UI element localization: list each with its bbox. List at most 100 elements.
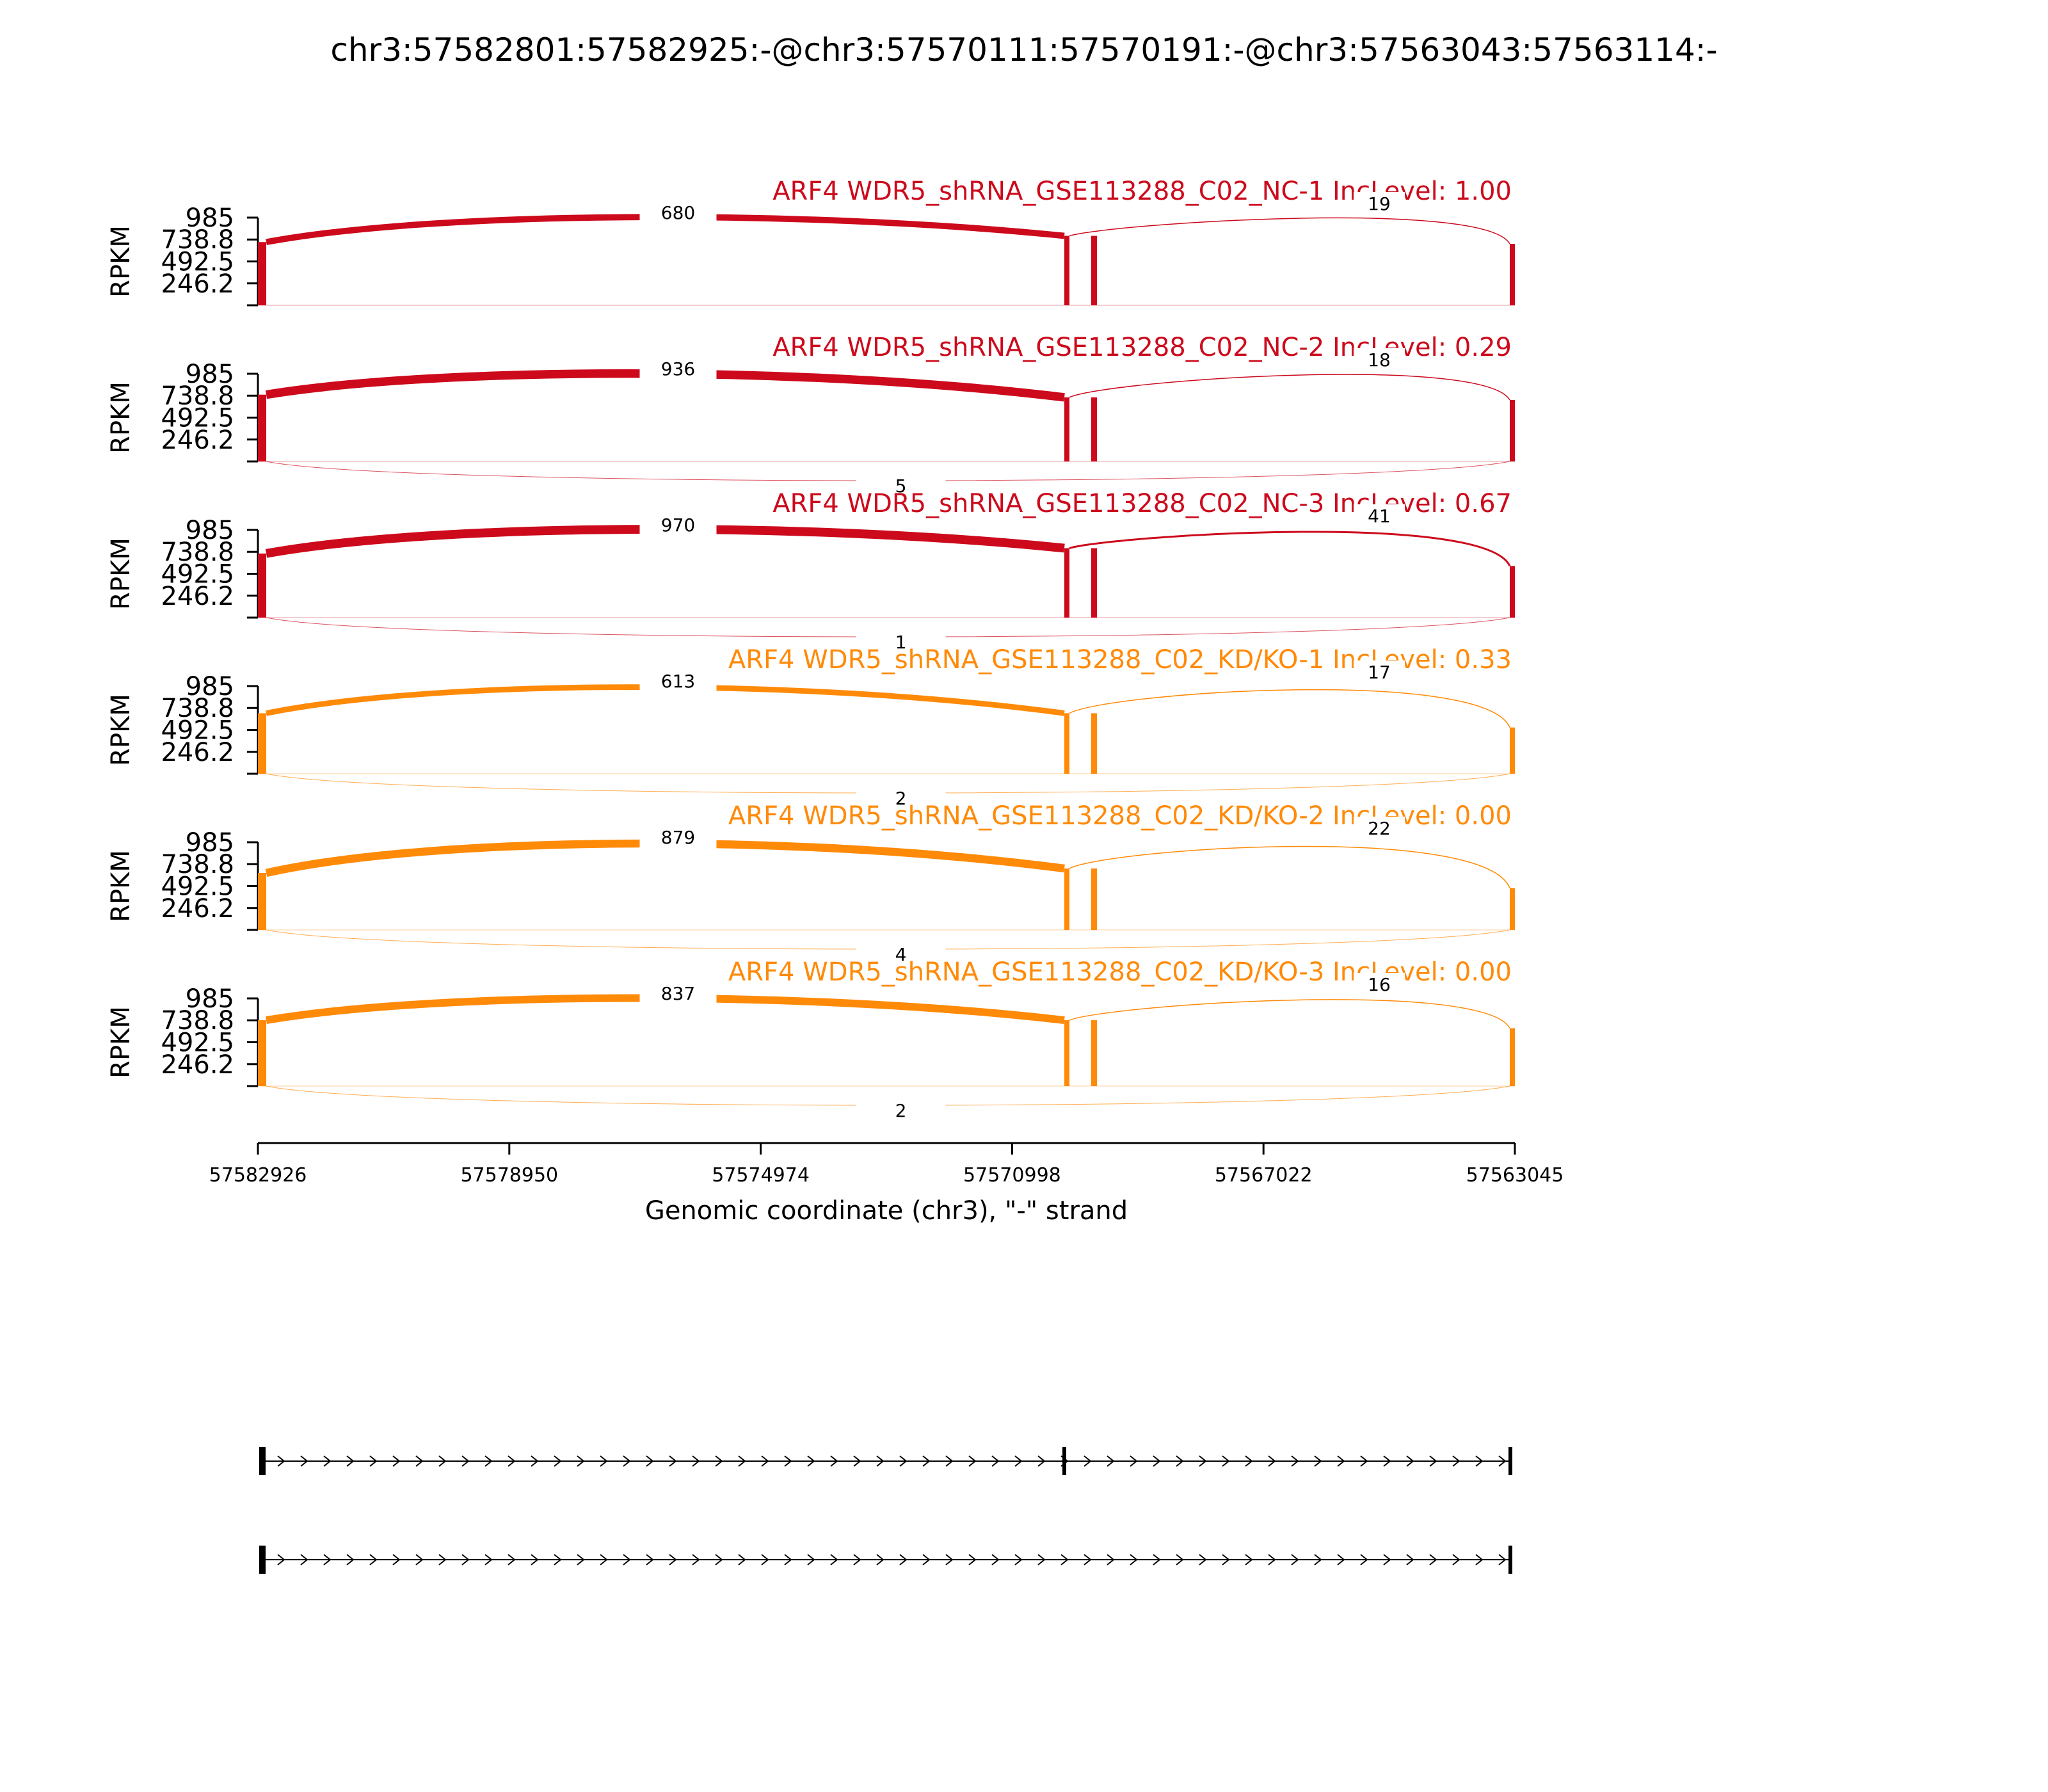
strand-arrow [738, 1554, 746, 1565]
junction-count-upstream-target: 680 [661, 202, 695, 223]
strand-arrow [646, 1455, 654, 1467]
strand-arrow [669, 1455, 677, 1467]
strand-arrow [300, 1554, 308, 1565]
strand-arrow [1291, 1455, 1299, 1467]
strand-arrow [392, 1554, 401, 1565]
coverage-downstream-exon [1510, 1028, 1515, 1086]
strand-arrow [461, 1455, 470, 1467]
strand-arrow [1084, 1554, 1092, 1565]
strand-arrow [876, 1455, 884, 1467]
strand-arrow [277, 1554, 285, 1565]
coverage-downstream-exon [1510, 566, 1515, 618]
y-tick-label: 492.5 [161, 248, 234, 277]
junction-arc-target-downstream [1069, 999, 1510, 1028]
strand-arrow [415, 1455, 424, 1467]
strand-arrow [715, 1455, 723, 1467]
y-tick-label: 738.8 [161, 694, 234, 723]
y-axis-label: RPKM [106, 694, 136, 766]
strand-arrow [1452, 1455, 1460, 1467]
strand-arrow [876, 1554, 884, 1565]
strand-arrow [807, 1455, 815, 1467]
junction-label-bg [1354, 817, 1405, 840]
coverage-upstream-exon [258, 242, 266, 305]
junction-arc-upstream-target [265, 369, 1065, 402]
sample-panels: ARF4 WDR5_shRNA_GSE113288_C02_NC-1 IncLe… [106, 177, 1515, 1122]
isoform-track [259, 1546, 1512, 1574]
y-tick-label: 985 [186, 516, 234, 545]
coverage-upstream-exon [258, 872, 266, 930]
strand-arrow [1291, 1554, 1299, 1565]
strand-arrow [392, 1455, 401, 1467]
strand-arrow [807, 1554, 815, 1565]
strand-arrow [484, 1455, 493, 1467]
strand-arrow [1037, 1554, 1046, 1565]
y-tick-label: 985 [186, 984, 234, 1014]
coverage-target-exon [1064, 548, 1069, 618]
x-axis-label: Genomic coordinate (chr3), "-" strand [645, 1196, 1128, 1226]
strand-arrow [715, 1554, 723, 1565]
strand-arrow [369, 1554, 378, 1565]
coverage-target-exon-right [1091, 1020, 1097, 1086]
strand-arrow [461, 1554, 470, 1565]
strand-arrow [1176, 1455, 1184, 1467]
junction-count-upstream-target: 936 [661, 358, 695, 380]
junction-count-upstream-target: 879 [661, 827, 695, 848]
junction-count-skipping: 4 [895, 944, 907, 965]
isoform-track [259, 1447, 1512, 1475]
y-tick-label: 738.8 [161, 225, 234, 255]
strand-arrow [346, 1455, 355, 1467]
strand-arrow [531, 1554, 539, 1565]
strand-arrow [577, 1455, 585, 1467]
strand-arrow [1314, 1554, 1322, 1565]
y-tick-label: 246.2 [161, 894, 234, 924]
strand-arrow [1107, 1554, 1115, 1565]
strand-arrow [945, 1554, 954, 1565]
junction-label-bg [639, 200, 717, 224]
coverage-downstream-exon [1510, 727, 1515, 774]
coverage-target-exon [1064, 868, 1069, 930]
strand-arrow [1245, 1455, 1253, 1467]
junction-count-skipping: 2 [895, 788, 907, 809]
strand-arrow [1199, 1455, 1207, 1467]
junction-arc-target-downstream [1069, 689, 1510, 728]
isoform-exon-downstream [1508, 1447, 1512, 1475]
strand-arrow [1130, 1554, 1138, 1565]
strand-arrow [853, 1455, 861, 1467]
strand-arrow [1153, 1455, 1161, 1467]
coverage-upstream-exon [258, 553, 266, 618]
y-tick-label: 738.8 [161, 1006, 234, 1036]
strand-arrow [784, 1554, 792, 1565]
strand-arrow [623, 1554, 631, 1565]
coverage-target-exon-right [1091, 868, 1097, 930]
junction-count-target-downstream: 41 [1368, 506, 1391, 527]
junction-label-bg [1354, 660, 1405, 684]
junction-count-target-downstream: 18 [1368, 349, 1391, 371]
strand-arrow [1360, 1554, 1368, 1565]
strand-arrow [1037, 1455, 1046, 1467]
strand-arrow [899, 1554, 908, 1565]
strand-arrow [1176, 1554, 1184, 1565]
junction-count-upstream-target: 613 [661, 671, 695, 692]
strand-arrow [1498, 1455, 1507, 1467]
strand-arrow [1153, 1554, 1161, 1565]
y-axis-label: RPKM [106, 1006, 136, 1078]
junction-label-bg [1354, 973, 1405, 996]
coverage-target-exon [1064, 236, 1069, 305]
isoform-exon-downstream [1508, 1546, 1512, 1574]
junction-label-bg [1354, 348, 1405, 371]
strand-arrow [1199, 1554, 1207, 1565]
strand-arrow [277, 1455, 285, 1467]
strand-arrow [323, 1554, 332, 1565]
chart-title: chr3:57582801:57582925:-@chr3:57570111:5… [330, 31, 1717, 68]
junction-label-bg [639, 980, 717, 1005]
strand-arrow [1383, 1455, 1391, 1467]
junction-label-bg [639, 356, 717, 380]
y-tick-label: 492.5 [161, 560, 234, 589]
junction-arc-target-downstream [1069, 217, 1510, 244]
junction-label-bg [1354, 504, 1405, 527]
junction-arc-upstream-target [265, 839, 1065, 877]
coverage-downstream-exon [1510, 400, 1515, 461]
strand-arrow [1383, 1554, 1391, 1565]
